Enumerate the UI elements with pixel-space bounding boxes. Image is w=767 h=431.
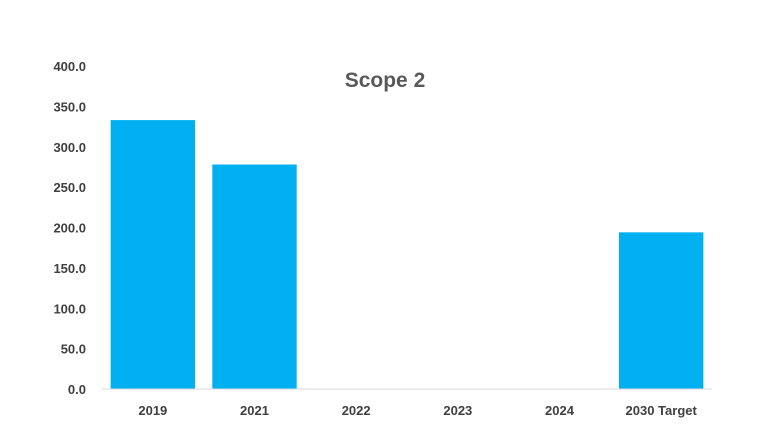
y-tick-label: 200.0: [53, 221, 86, 236]
y-axis-tick-labels: 0.0 50.0 100.0 150.0 200.0 250.0 300.0 350.0 400…: [53, 59, 86, 397]
x-tick-label: 2023: [443, 403, 472, 418]
x-tick-label: 2024: [545, 403, 575, 418]
bar-2021: [212, 164, 297, 389]
y-tick-label: 350.0: [53, 99, 86, 114]
x-tick-label: 2021: [240, 403, 269, 418]
y-tick-label: 50.0: [61, 342, 86, 357]
y-tick-label: 100.0: [53, 301, 86, 316]
y-tick-label: 250.0: [53, 180, 86, 195]
y-tick-label: 150.0: [53, 261, 86, 276]
chart-title: Scope 2: [345, 69, 426, 92]
bar-2019: [110, 120, 196, 389]
bars: [110, 120, 704, 389]
y-tick-label: 400.0: [53, 59, 86, 74]
y-tick-label: 300.0: [53, 140, 86, 155]
x-tick-label: 2019: [138, 403, 167, 418]
x-tick-label: 2030 Target: [626, 403, 698, 418]
y-tick-label: 0.0: [68, 382, 86, 397]
x-axis-tick-labels: 2019 2021 2022 2023 2024 2030 Target: [138, 403, 697, 418]
bar-2030-target: [618, 232, 704, 389]
x-tick-label: 2022: [342, 403, 371, 418]
